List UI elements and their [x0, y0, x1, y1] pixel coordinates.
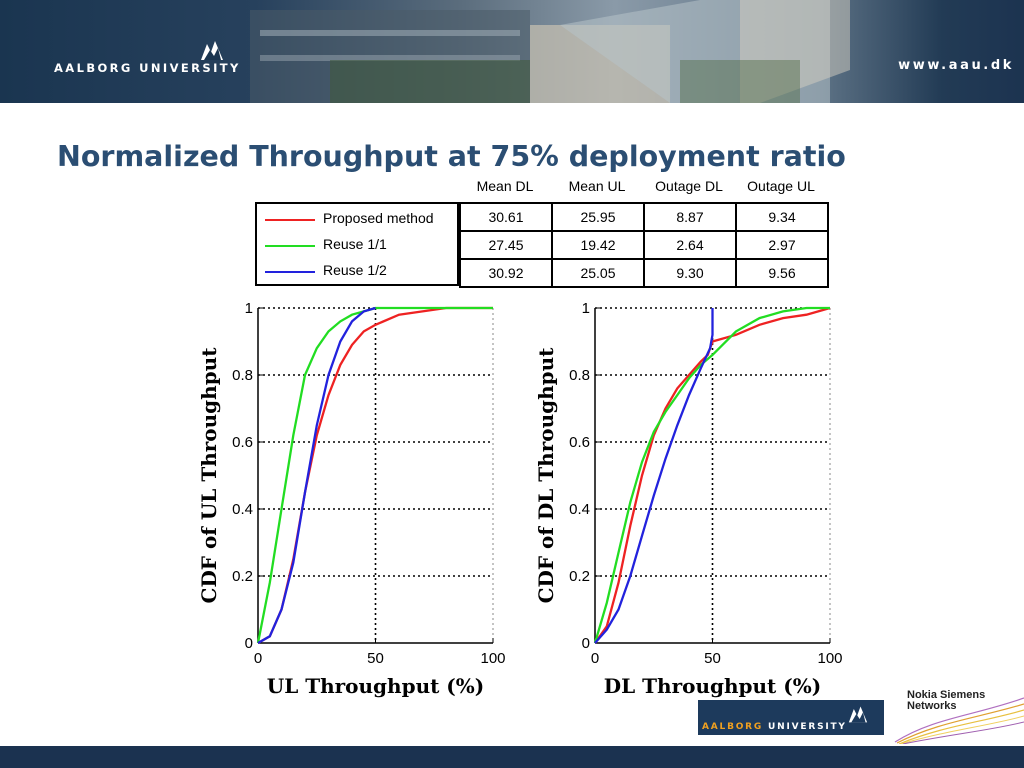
nsn-line-1: Nokia Siemens [907, 689, 986, 701]
footer-aau-university: UNIVERSITY [768, 722, 847, 732]
page-title: Normalized Throughput at 75% deployment … [57, 140, 846, 173]
x-axis-label: DL Throughput (%) [604, 674, 821, 698]
aau-logo-icon [201, 41, 223, 60]
x-tick-label: 50 [704, 650, 721, 667]
legend-label: Proposed method [323, 210, 434, 226]
nsn-swoosh-icon [894, 697, 1024, 744]
y-tick-label: 0 [245, 635, 253, 652]
col-head-outage-ul: Outage UL [747, 178, 815, 194]
table-row: 27.45 19.42 2.64 2.97 [459, 230, 829, 260]
header-brand-university: UNIVERSITY [139, 61, 241, 75]
series-line-reuse-1-2 [594, 308, 714, 644]
y-tick-label: 0.4 [569, 501, 590, 518]
col-head-outage-dl: Outage DL [655, 178, 723, 194]
table-cell: 9.34 [735, 202, 829, 232]
x-axis-label: UL Throughput (%) [267, 674, 485, 698]
banner-photo [250, 0, 850, 103]
x-tick-label: 0 [254, 650, 262, 667]
y-tick-label: 0.6 [569, 434, 590, 451]
nsn-logo-text: Nokia Siemens Networks [907, 690, 985, 712]
nsn-line-2: Networks [907, 700, 957, 712]
x-tick-label: 0 [591, 650, 599, 667]
series-line-proposed-method [594, 306, 831, 644]
footer-aau-logo: AALBORG UNIVERSITY [698, 700, 884, 735]
legend: Proposed method Reuse 1/1 Reuse 1/2 [255, 202, 459, 286]
table-row: 30.92 25.05 9.30 9.56 [459, 258, 829, 288]
table-cell: 2.64 [643, 230, 737, 260]
footer-bar [0, 746, 1024, 768]
stats-table: 30.61 25.95 8.87 9.34 27.45 19.42 2.64 2… [459, 202, 829, 288]
dl-cdf-chart: 0 50 100 0 0.2 0.4 0.6 0.8 1 DL Throughput (%) CDF… [534, 300, 843, 698]
x-tick-label: 100 [480, 650, 505, 667]
ul-cdf-chart: 0 50 100 0 0.2 0.4 0.6 0.8 1 UL Throughput (%) CDF… [197, 300, 506, 698]
x-tick-label: 50 [367, 650, 384, 667]
table-cell: 30.92 [459, 258, 553, 288]
table-row: 30.61 25.95 8.87 9.34 [459, 202, 829, 232]
table-cell: 19.42 [551, 230, 645, 260]
legend-label: Reuse 1/2 [323, 262, 387, 278]
y-tick-label: 0.8 [232, 367, 253, 384]
series-line-reuse-1-2 [257, 306, 376, 645]
y-axis-label: CDF of DL Throughput [534, 347, 558, 604]
table-cell: 25.95 [551, 202, 645, 232]
y-tick-label: 0.8 [569, 367, 590, 384]
y-axis-label: CDF of UL Throughput [197, 347, 221, 604]
y-tick-label: 1 [582, 300, 590, 317]
footer-aau-text: AALBORG UNIVERSITY [702, 722, 847, 732]
table-cell: 27.45 [459, 230, 553, 260]
legend-swatch [265, 271, 315, 273]
series-line-reuse-1-1 [593, 306, 830, 644]
col-head-mean-ul: Mean UL [568, 178, 626, 194]
y-tick-label: 1 [245, 300, 253, 317]
legend-swatch [265, 219, 315, 221]
y-tick-label: 0.6 [232, 434, 253, 451]
header-banner: AALBORG UNIVERSITY www.aau.dk [0, 0, 1024, 103]
aau-logo-icon [848, 706, 868, 723]
legend-label: Reuse 1/1 [323, 236, 387, 252]
y-tick-label: 0.4 [232, 501, 253, 518]
series-line-reuse-1-1 [256, 306, 493, 644]
table-cell: 30.61 [459, 202, 553, 232]
footer-aau-aalborg: AALBORG [702, 722, 764, 732]
table-cell: 8.87 [643, 202, 737, 232]
table-cell: 25.05 [551, 258, 645, 288]
header-brand: AALBORG UNIVERSITY [54, 61, 241, 75]
y-tick-label: 0.2 [569, 568, 590, 585]
table-cell: 9.30 [643, 258, 737, 288]
table-cell: 2.97 [735, 230, 829, 260]
header-url[interactable]: www.aau.dk [898, 58, 1014, 73]
y-tick-label: 0.2 [232, 568, 253, 585]
y-tick-label: 0 [582, 635, 590, 652]
table-cell: 9.56 [735, 258, 829, 288]
col-head-mean-dl: Mean DL [476, 178, 534, 194]
header-brand-aalborg: AALBORG [54, 61, 133, 75]
x-tick-label: 100 [817, 650, 842, 667]
legend-swatch [265, 245, 315, 247]
